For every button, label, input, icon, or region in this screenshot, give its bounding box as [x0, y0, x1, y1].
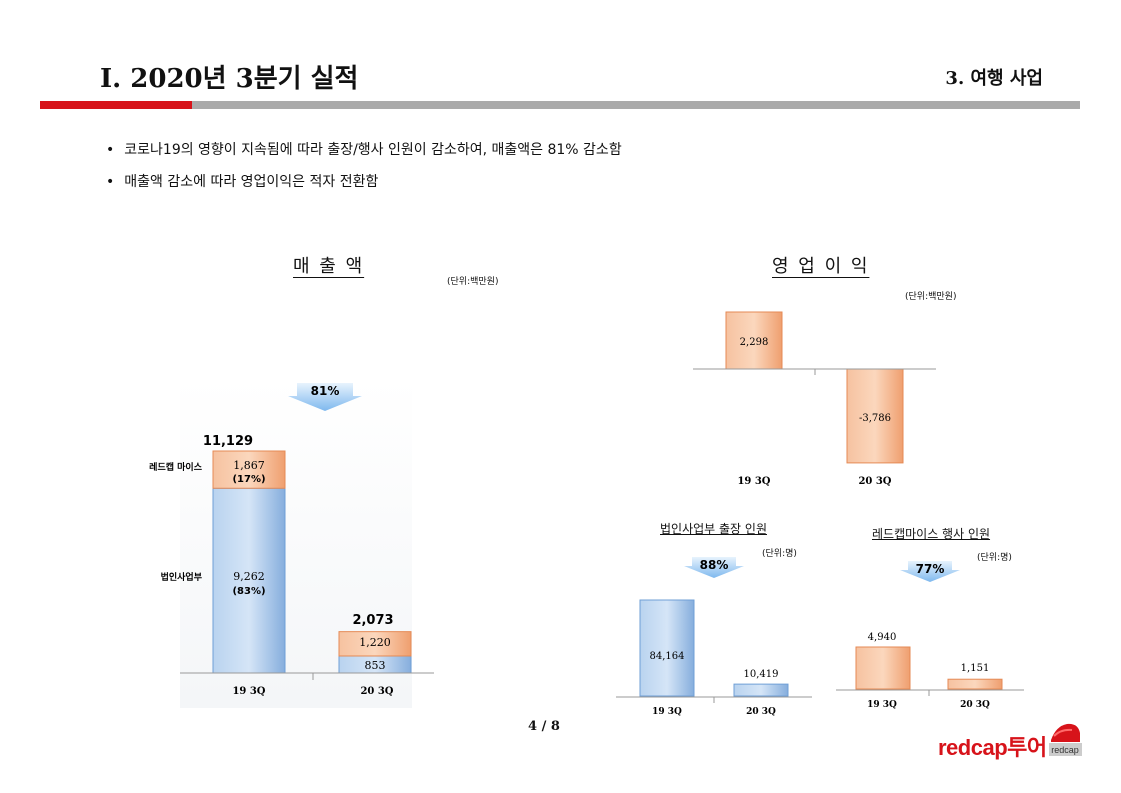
- trips-bar-1: [733, 683, 789, 697]
- redcap-logo-icon: redcap: [1049, 723, 1082, 756]
- trips-decline-label: 88%: [700, 558, 729, 572]
- operating-bars: [725, 311, 904, 464]
- revenue-bar-mice-0: [212, 450, 286, 489]
- revenue-top-19-label: 1,867: [233, 459, 265, 472]
- revenue-decline-arrow: [288, 383, 362, 411]
- events-decline-arrow: [900, 561, 960, 582]
- trips-x-label-20: 20 3Q: [746, 707, 776, 717]
- revenue-x-label-19: 19 3Q: [232, 686, 265, 697]
- operating-x-label-20: 20 3Q: [858, 476, 891, 487]
- operating-x-label-19: 19 3Q: [737, 476, 770, 487]
- revenue-decline-label: 81%: [311, 384, 340, 398]
- events-value-19: 4,940: [868, 632, 897, 643]
- events-bar-1: [947, 678, 1003, 690]
- header-accent-bar: [40, 101, 192, 109]
- revenue-row-label-mice: 레드캡 마이스: [149, 461, 203, 473]
- bullet-2: 매출액 감소에 따라 영업이익은 적자 전환함: [106, 171, 378, 191]
- redcap-logo-text: redcap투어: [938, 735, 1047, 760]
- operating-chart-title: 영 업 이 익: [772, 256, 870, 277]
- operating-value-20: -3,786: [859, 413, 891, 424]
- events-unit: (단위:명): [977, 553, 1012, 563]
- revenue-bottom-19-share: (83%): [232, 586, 265, 597]
- trips-chart-title: 법인사업부 출장 인원: [660, 522, 767, 536]
- revenue-x-label-20: 20 3Q: [360, 686, 393, 697]
- events-decline-label: 77%: [916, 562, 945, 576]
- header-divider-bar: [192, 101, 1080, 109]
- events-value-20: 1,151: [961, 663, 990, 674]
- operating-value-19: 2,298: [740, 337, 769, 348]
- trips-decline-arrow: [684, 557, 744, 578]
- trips-value-19: 84,164: [650, 651, 685, 662]
- revenue-total-20: 2,073: [352, 613, 393, 628]
- revenue-top-20-label: 1,220: [359, 636, 391, 649]
- trips-x-label-19: 19 3Q: [652, 707, 682, 717]
- events-bar-0: [855, 646, 911, 690]
- trips-value-20: 10,419: [744, 669, 779, 680]
- events-bars: [855, 646, 1003, 690]
- events-x-label-20: 20 3Q: [960, 700, 990, 710]
- operating-bar-0: [725, 311, 783, 370]
- operating-unit: (단위:백만원): [905, 292, 957, 302]
- trips-unit: (단위:명): [762, 549, 797, 559]
- events-x-label-19: 19 3Q: [867, 700, 897, 710]
- revenue-unit: (단위:백만원): [447, 277, 499, 287]
- redcap-logo-mark-text: redcap: [1051, 745, 1079, 755]
- revenue-total-19: 11,129: [203, 434, 253, 449]
- events-chart-title: 레드캡마이스 행사 인원: [872, 527, 991, 541]
- revenue-bottom-19-label: 9,262: [233, 570, 265, 583]
- page-number: 4 / 8: [528, 719, 560, 734]
- page-title: Ⅰ. 2020년 3분기 실적: [100, 64, 359, 94]
- revenue-bar-mice-1: [338, 631, 412, 657]
- revenue-bars: [212, 450, 412, 674]
- bullet-1: 코로나19의 영향이 지속됨에 따라 출장/행사 인원이 감소하여, 매출액은 …: [106, 139, 621, 159]
- revenue-top-19-share: (17%): [232, 474, 265, 485]
- revenue-chart-title: 매 출 액: [293, 256, 365, 277]
- revenue-row-label-corp: 법인사업부: [161, 571, 202, 583]
- section-title: 3. 여행 사업: [945, 68, 1043, 89]
- trips-bars: [639, 599, 789, 697]
- revenue-bottom-20-label: 853: [365, 659, 386, 672]
- trips-bar-0: [639, 599, 695, 697]
